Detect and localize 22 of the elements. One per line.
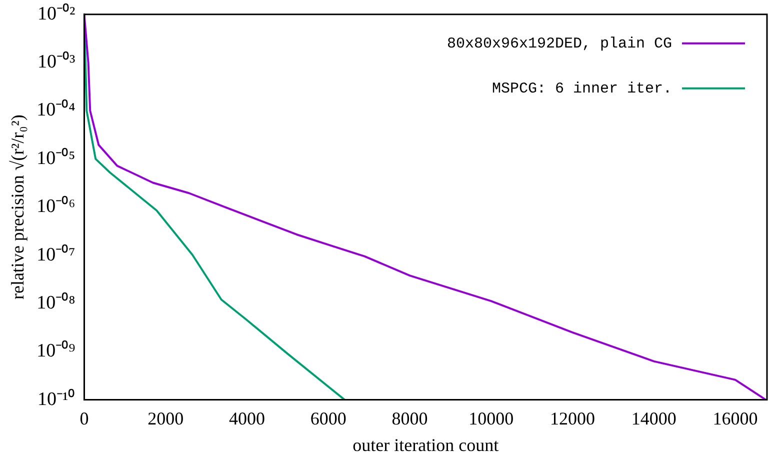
y-tick-label: 10⁻¹⁰ [38, 388, 76, 410]
y-tick-label: 10⁻⁰⁹ [36, 340, 76, 362]
x-tick-label: 8000 [392, 408, 428, 428]
x-tick-label: 4000 [228, 408, 265, 428]
y-tick-label: 10⁻⁰⁴ [36, 98, 76, 121]
y-axis-title: relative precision √(r²/r₀²) [8, 114, 28, 300]
y-tick-label: 10⁻⁰³ [38, 50, 76, 73]
x-tick-label: 16000 [712, 408, 758, 428]
legend-label: 80x80x96x192DED, plain CG [446, 35, 672, 52]
x-tick-label: 12000 [550, 408, 595, 428]
x-tick-label: 14000 [631, 408, 676, 428]
x-tick-label: 10000 [468, 408, 514, 428]
y-tick-label: 10⁻⁰⁵ [36, 146, 76, 169]
y-tick-label: 10⁻⁰⁶ [36, 195, 76, 218]
x-tick-label: 0 [80, 408, 89, 428]
x-axis-title: outer iteration count [352, 434, 499, 455]
y-tick-label: 10⁻⁰⁸ [36, 291, 76, 314]
x-tick-label: 2000 [148, 408, 184, 428]
x-tick-label: 6000 [310, 408, 346, 428]
legend-label: MSPCG: 6 inner iter. [492, 80, 672, 98]
y-tick-label: 10⁻⁰⁷ [36, 243, 76, 266]
y-tick-label: 10⁻⁰² [38, 2, 76, 24]
